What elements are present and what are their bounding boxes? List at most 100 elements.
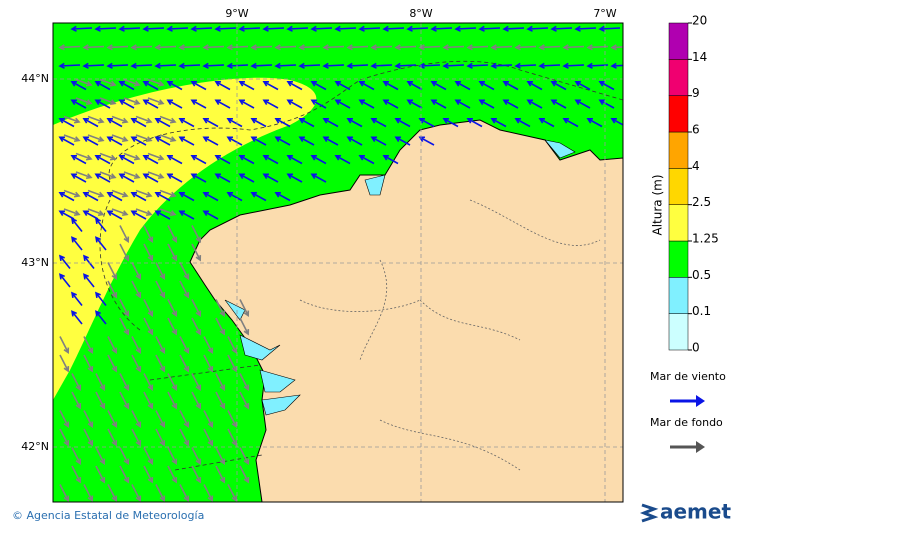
colorbar-bin (668, 59, 689, 96)
colorbar-label: 1.25 (692, 232, 719, 246)
arrow (322, 118, 339, 128)
arrow (478, 81, 495, 91)
logo-text: aemet (660, 500, 731, 524)
arrow (394, 44, 417, 51)
arrow (262, 99, 279, 109)
arrow (130, 192, 147, 202)
arrow (99, 152, 117, 161)
arrow (334, 99, 351, 109)
arrow (430, 99, 447, 109)
arrow (526, 81, 543, 91)
arrow (95, 447, 106, 466)
lat-label: 44°N (21, 72, 49, 85)
arrow (274, 136, 291, 146)
arrow (418, 62, 441, 69)
arrow (298, 136, 315, 146)
arrow (155, 410, 166, 429)
arrow (346, 62, 369, 69)
arrow (75, 171, 93, 180)
arrow (71, 217, 83, 232)
arrow (298, 44, 321, 51)
arrow (83, 254, 95, 269)
arrow (155, 280, 166, 299)
arrow (382, 25, 405, 32)
arrow (334, 155, 351, 165)
arrow (107, 354, 118, 373)
arrow (166, 99, 183, 109)
arrow (143, 373, 154, 392)
colorbar-bin (668, 313, 689, 351)
arrow (82, 118, 99, 128)
land (189, 119, 623, 502)
arrow (370, 118, 387, 128)
arrow (107, 336, 118, 355)
arrow (179, 280, 190, 299)
arrow (466, 44, 489, 51)
arrow (130, 210, 147, 220)
arrow (179, 262, 190, 281)
arrow (167, 373, 178, 392)
colorbar-bin (668, 168, 689, 205)
arrow (106, 210, 123, 220)
colorbar-bin (668, 22, 689, 60)
arrow (167, 317, 178, 336)
arrow (526, 99, 543, 109)
arrow (214, 155, 231, 165)
arrow (442, 44, 465, 51)
arrow (58, 210, 75, 220)
arrow (238, 81, 255, 91)
arrow (94, 81, 111, 91)
arrow (166, 173, 183, 183)
arrow (442, 118, 459, 128)
arrow (394, 62, 417, 69)
logo: aemet (639, 500, 731, 524)
arrow (215, 447, 226, 466)
arrow (83, 484, 94, 502)
arrow (94, 99, 111, 109)
arrow (202, 62, 225, 69)
arrow (310, 99, 327, 109)
arrow (155, 336, 166, 355)
arrow (147, 97, 165, 106)
arrow (286, 25, 309, 32)
arrow (142, 99, 159, 109)
arrow (123, 78, 141, 87)
arrow (262, 173, 279, 183)
arrow (490, 44, 513, 51)
arrow (143, 391, 154, 410)
arrow (202, 192, 219, 202)
arrow (191, 243, 202, 262)
arrow (178, 44, 201, 51)
legend-arrowhead (696, 441, 705, 453)
colorbar-label: 4 (692, 159, 700, 173)
arrow (95, 465, 106, 484)
arrow (215, 299, 226, 318)
arrow (107, 262, 118, 281)
arrow (58, 192, 75, 202)
arrow (131, 484, 142, 502)
arrow (179, 336, 190, 355)
arrow (71, 373, 82, 392)
arrow (119, 391, 130, 410)
high-wave-zone (53, 77, 317, 400)
arrow (418, 118, 435, 128)
arrow (159, 134, 177, 143)
arrow (191, 447, 202, 466)
colorbar: 0 0.1 0.5 1.25 2.5 4 6 9 14 20 (668, 14, 719, 355)
arrow (111, 189, 129, 198)
arrow (214, 99, 231, 109)
arrow (598, 25, 621, 32)
arrow (203, 410, 214, 429)
arrow (154, 136, 171, 146)
arrow (99, 97, 117, 106)
arrow (502, 25, 525, 32)
arrow (215, 373, 226, 392)
legend-label: Mar de fondo (650, 416, 723, 429)
arrow (143, 317, 154, 336)
shallow-zone (224, 139, 576, 416)
arrow (147, 171, 165, 180)
arrow (82, 136, 99, 146)
arrow (119, 243, 130, 262)
arrow (370, 136, 387, 146)
arrow (239, 465, 250, 484)
